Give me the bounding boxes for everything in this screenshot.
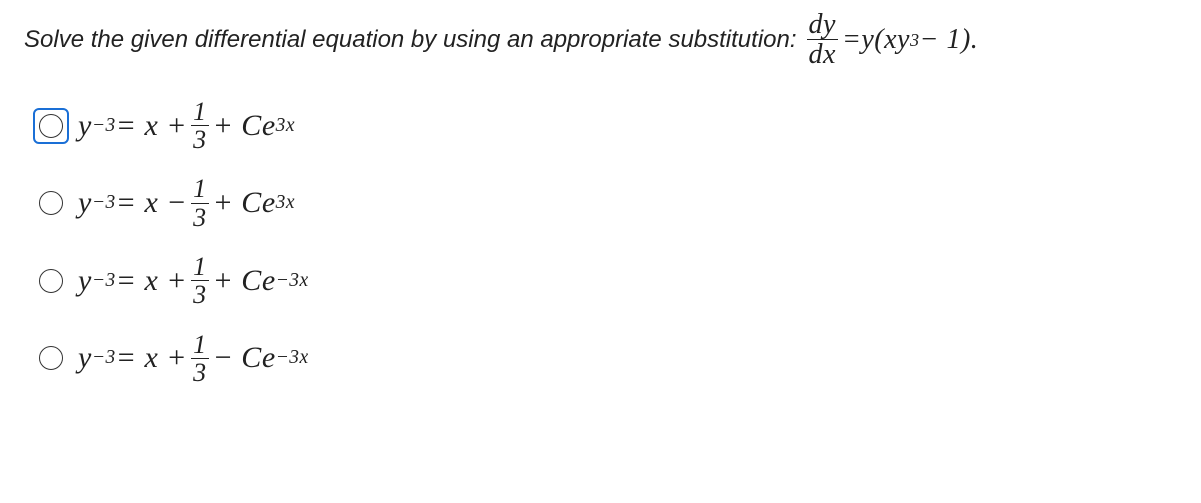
equals-x-minus: = x − [116, 186, 187, 220]
y: y [78, 264, 92, 298]
prompt-text: Solve the given differential equation by… [24, 26, 797, 54]
option-2-math: y−3 = x − 1 3 + Ce3x [78, 175, 295, 231]
y: y [78, 186, 92, 220]
frac-1-3: 1 3 [191, 98, 209, 154]
num: 1 [191, 253, 209, 280]
equals-x-plus: = x + [116, 264, 187, 298]
radio-wrap [24, 112, 78, 140]
prompt-equation: dy dx = y(xy3 − 1). [803, 10, 979, 70]
radio-wrap [24, 269, 78, 293]
option-row: y−3 = x + 1 3 − Ce−3x [24, 331, 1177, 387]
y: y [78, 341, 92, 375]
den: 3 [191, 203, 209, 231]
rhs-after: − 1). [920, 24, 979, 56]
option-row: y−3 = x − 1 3 + Ce3x [24, 175, 1177, 231]
option-radio-3[interactable] [39, 269, 63, 293]
y: y [78, 109, 92, 143]
radio-focus-ring [37, 112, 65, 140]
plus-ce: + Ce [213, 186, 276, 220]
dx: dx [807, 39, 838, 69]
dy: dy [807, 10, 838, 39]
frac-dy-dx: dy dx [807, 10, 838, 70]
frac-1-3: 1 3 [191, 331, 209, 387]
radio-wrap [24, 346, 78, 370]
rhs-before: y(xy [861, 24, 910, 56]
answer-options: y−3 = x + 1 3 + Ce3x y−3 = x − 1 3 + Ce3… [24, 98, 1177, 386]
option-radio-2[interactable] [39, 191, 63, 215]
radio-wrap [24, 191, 78, 215]
frac-1-3: 1 3 [191, 175, 209, 231]
option-1-math: y−3 = x + 1 3 + Ce3x [78, 98, 295, 154]
option-radio-4[interactable] [39, 346, 63, 370]
option-row: y−3 = x + 1 3 + Ce3x [24, 98, 1177, 154]
option-row: y−3 = x + 1 3 + Ce−3x [24, 253, 1177, 309]
plus-ce: + Ce [213, 264, 276, 298]
option-4-math: y−3 = x + 1 3 − Ce−3x [78, 331, 309, 387]
den: 3 [191, 358, 209, 386]
option-radio-1[interactable] [39, 114, 63, 138]
den: 3 [191, 280, 209, 308]
num: 1 [191, 175, 209, 202]
num: 1 [191, 98, 209, 125]
question-page: Solve the given differential equation by… [0, 0, 1201, 396]
equals-sign: = [842, 24, 861, 56]
frac-1-3: 1 3 [191, 253, 209, 309]
question-prompt: Solve the given differential equation by… [24, 10, 1177, 70]
equals-x-plus: = x + [116, 109, 187, 143]
num: 1 [191, 331, 209, 358]
equals-x-plus: = x + [116, 341, 187, 375]
plus-ce: + Ce [213, 109, 276, 143]
minus-ce: − Ce [213, 341, 276, 375]
option-3-math: y−3 = x + 1 3 + Ce−3x [78, 253, 309, 309]
den: 3 [191, 125, 209, 153]
